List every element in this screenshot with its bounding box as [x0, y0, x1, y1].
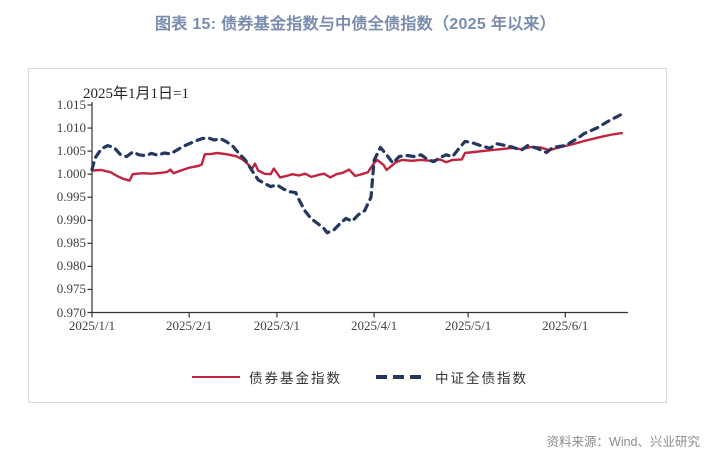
- line-chart-plot: [87, 102, 628, 318]
- legend-label: 中证全债指数: [435, 371, 528, 386]
- legend-label: 债券基金指数: [249, 371, 342, 386]
- x-tick-label: 2025/4/1: [350, 318, 398, 333]
- x-tick-label: 2025/2/1: [166, 318, 213, 333]
- y-tick-label: 0.985: [56, 235, 86, 251]
- chart-legend: 债券基金指数 中证全债指数: [92, 366, 628, 388]
- solid-line-swatch-icon: [192, 376, 240, 378]
- y-tick-label: 0.970: [56, 304, 86, 320]
- y-tick-label: 1.015: [56, 97, 86, 112]
- legend-item-fund-index: 债券基金指数: [192, 367, 342, 387]
- x-tick-label: 2025/6/1: [542, 318, 589, 333]
- y-tick-label: 1.005: [56, 143, 86, 159]
- y-tick-label: 0.990: [56, 212, 86, 228]
- chart-title: 图表 15: 债券基金指数与中债全债指数（2025 年以来）: [154, 16, 557, 33]
- chart-frame: 2025年1月1日=1 1.015 1.010 1.005 1.000 0.995 0.9…: [28, 68, 667, 403]
- y-tick-label: 0.975: [56, 281, 86, 297]
- x-tick-label: 2025/1/1: [68, 318, 116, 333]
- x-tick-label: 2025/5/1: [445, 318, 492, 333]
- y-tick-label: 0.995: [56, 189, 86, 205]
- data-source-note: 资料来源：Wind、兴业研究: [546, 435, 700, 449]
- base-date-annotation: 2025年1月1日=1: [83, 86, 189, 102]
- y-tick-label: 1.000: [56, 166, 86, 182]
- y-tick-label: 1.010: [56, 120, 86, 136]
- x-tick-label: 2025/3/1: [253, 318, 301, 333]
- dashed-line-swatch-icon: [376, 375, 426, 379]
- legend-item-bond-index: 中证全债指数: [376, 367, 528, 387]
- y-tick-label: 0.980: [56, 258, 86, 274]
